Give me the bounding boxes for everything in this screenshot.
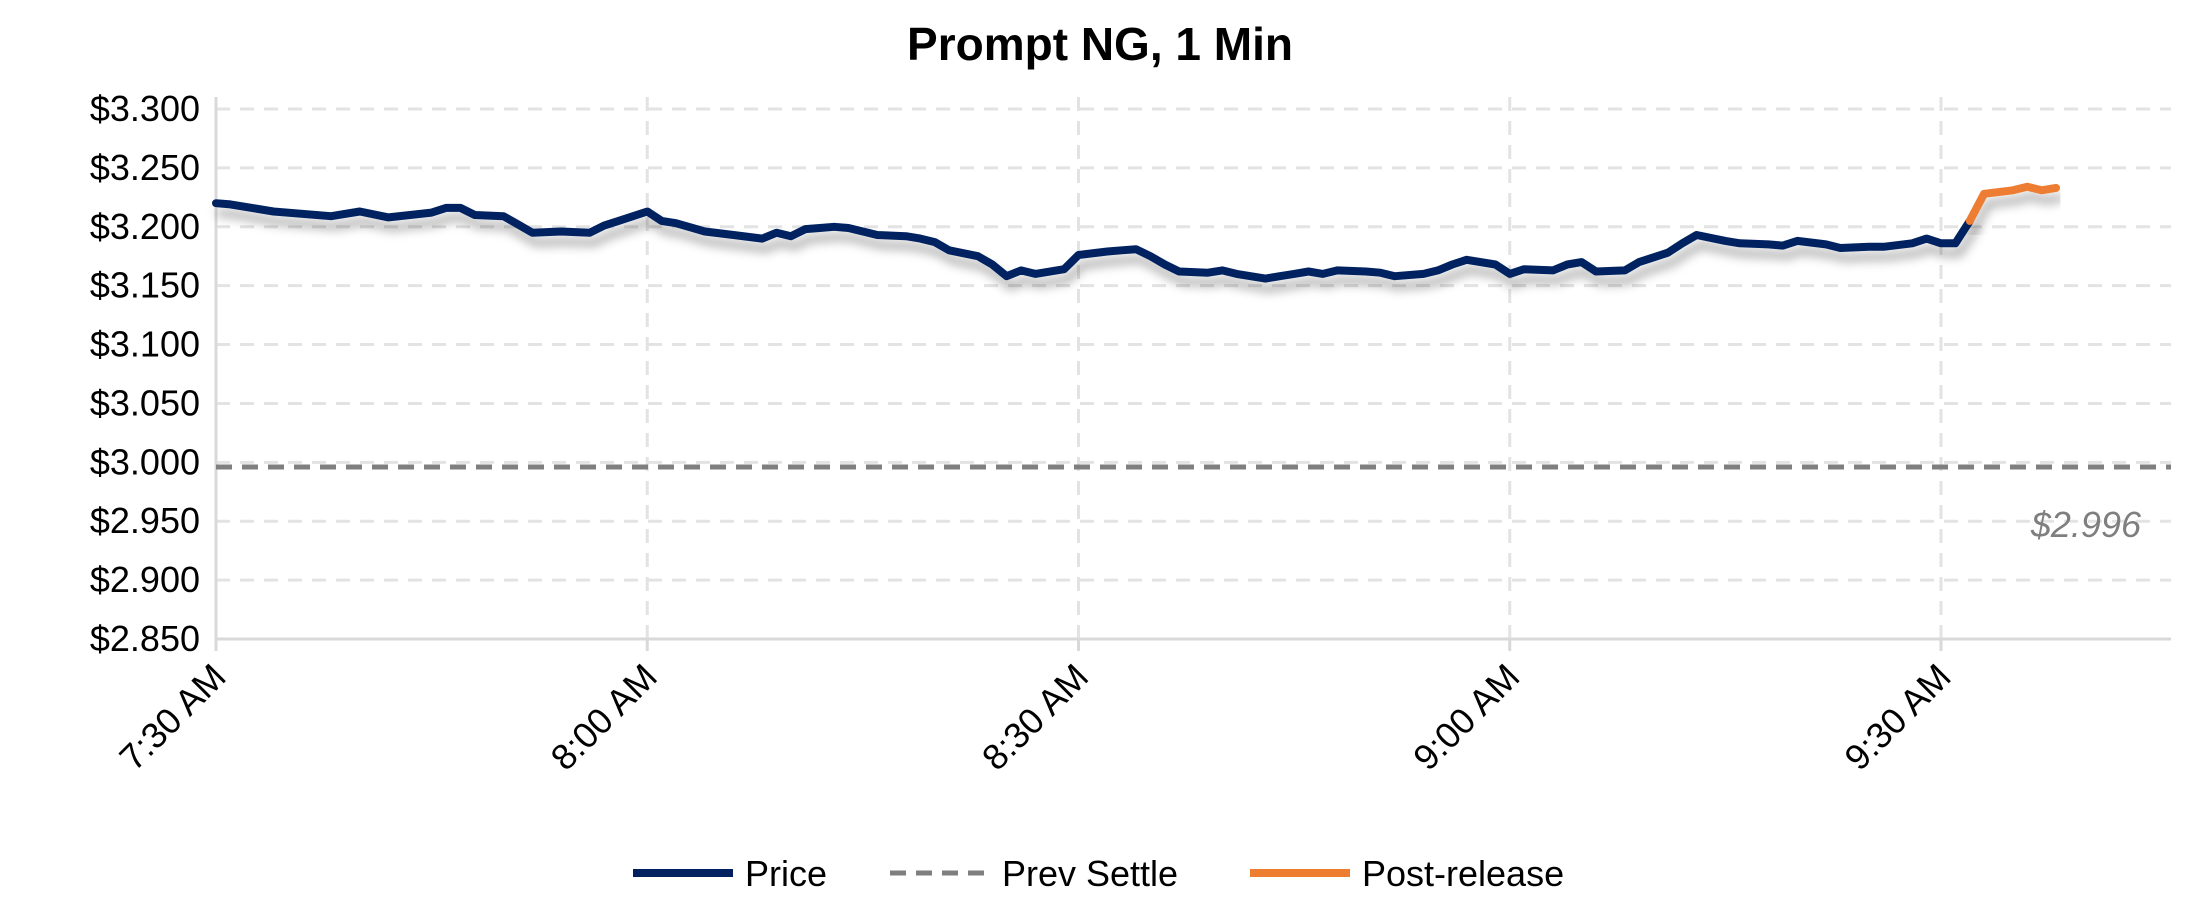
legend-label: Price [745,853,827,894]
x-tick-label: 9:00 AM [1405,656,1527,778]
y-axis: $3.300 $3.250 $3.200 $3.150 $3.100 $3.050 $3.0… [90,88,200,659]
legend: Price Prev Settle Post-release [633,853,1564,894]
y-tick-label: $2.900 [90,559,200,600]
gridlines [216,97,2171,639]
legend-label: Post-release [1362,853,1564,894]
x-tick-label: 9:30 AM [1836,656,1958,778]
y-tick-label: $3.200 [90,206,200,247]
y-tick-label: $3.050 [90,382,200,423]
x-axis: 7:30 AM 8:00 AM 8:30 AM 9:00 AM 9:30 AM [111,97,2171,778]
series-price [212,199,1974,283]
x-tick-label: 7:30 AM [111,656,233,778]
y-tick-label: $3.150 [90,265,200,306]
y-tick-label: $3.000 [90,441,200,482]
series-lines [212,182,2171,470]
chart-title: Prompt NG, 1 Min [907,18,1293,70]
y-tick-label: $3.100 [90,324,200,365]
y-tick-label: $2.850 [90,618,200,659]
series-post-release [1965,182,2060,225]
x-tick-label: 8:00 AM [543,656,665,778]
prev-settle-annotation: $2.996 [2030,504,2142,545]
legend-label: Prev Settle [1002,853,1178,894]
y-tick-label: $3.250 [90,147,200,188]
x-tick-label: 8:30 AM [974,656,1096,778]
y-tick-label: $2.950 [90,500,200,541]
y-tick-label: $3.300 [90,88,200,129]
